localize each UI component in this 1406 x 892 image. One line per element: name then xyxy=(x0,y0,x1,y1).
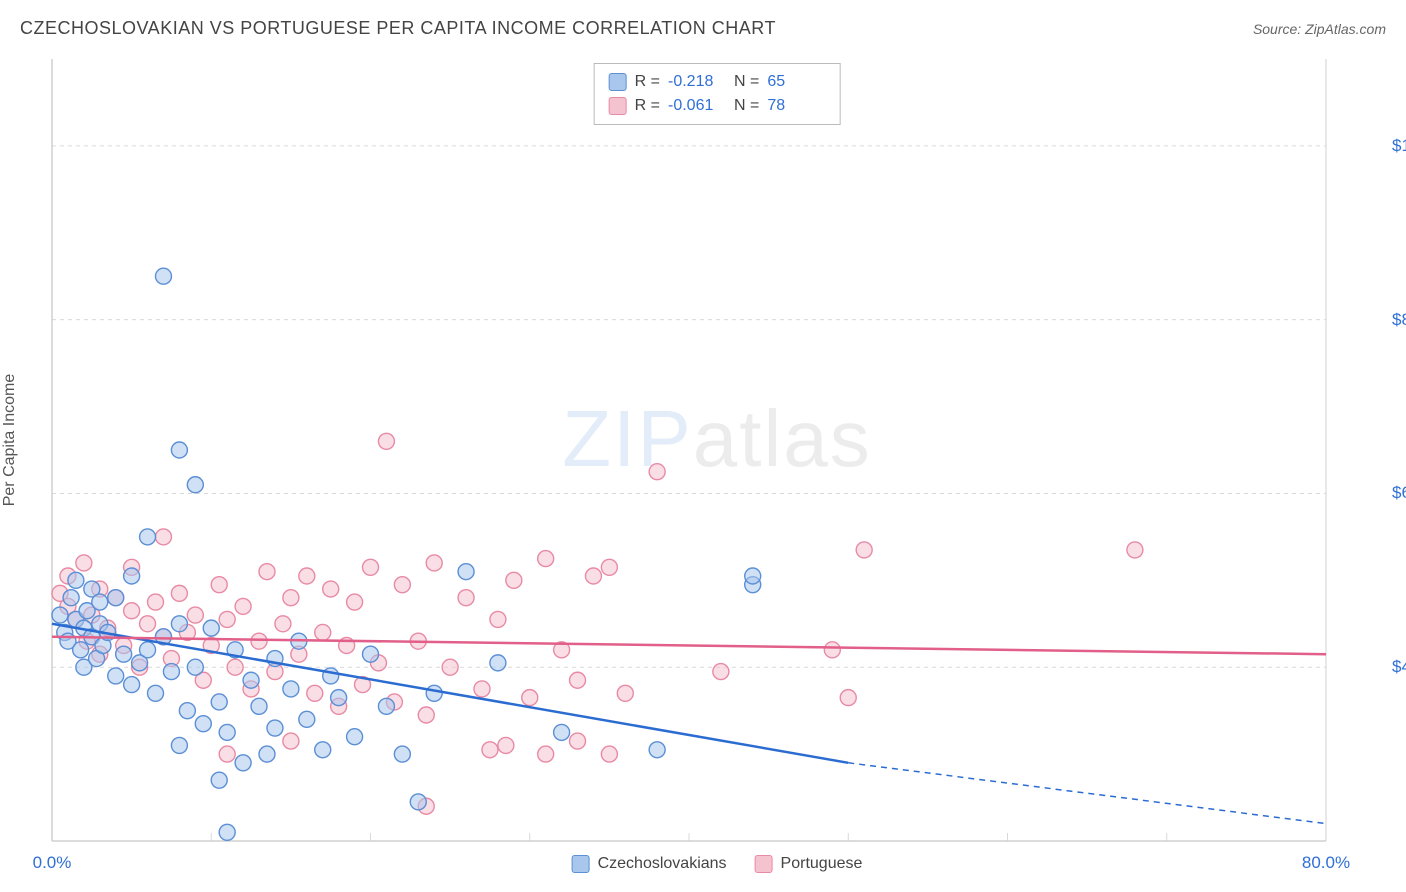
legend-item-series-a: Czechoslovakians xyxy=(572,855,727,873)
chart-title: CZECHOSLOVAKIAN VS PORTUGUESE PER CAPITA… xyxy=(20,18,776,39)
y-axis-label: Per Capita Income xyxy=(1,374,19,507)
legend-label: Czechoslovakians xyxy=(598,855,727,873)
y-tick-label: $100,000 xyxy=(1392,136,1406,156)
stats-row-series-b: R = -0.061 N = 78 xyxy=(609,94,826,118)
stats-row-series-a: R = -0.218 N = 65 xyxy=(609,70,826,94)
y-tick-label: $60,000 xyxy=(1392,483,1406,503)
chart-plot-area: ZIPatlas R = -0.218 N = 65 R = -0.061 N … xyxy=(48,55,1386,845)
scatter-plot-svg xyxy=(48,55,1386,845)
y-tick-label: $40,000 xyxy=(1392,657,1406,677)
legend-item-series-b: Portuguese xyxy=(755,855,863,873)
bottom-legend: Czechoslovakians Portuguese xyxy=(572,855,863,873)
series-a-swatch-icon xyxy=(609,73,627,91)
series-b-swatch-icon xyxy=(755,855,773,873)
series-b-swatch-icon xyxy=(609,97,627,115)
y-tick-label: $80,000 xyxy=(1392,310,1406,330)
source-attribution: Source: ZipAtlas.com xyxy=(1253,21,1386,37)
x-tick-label: 0.0% xyxy=(33,853,72,873)
x-tick-label: 80.0% xyxy=(1302,853,1350,873)
legend-label: Portuguese xyxy=(781,855,863,873)
series-a-swatch-icon xyxy=(572,855,590,873)
correlation-stats-box: R = -0.218 N = 65 R = -0.061 N = 78 xyxy=(594,63,841,125)
